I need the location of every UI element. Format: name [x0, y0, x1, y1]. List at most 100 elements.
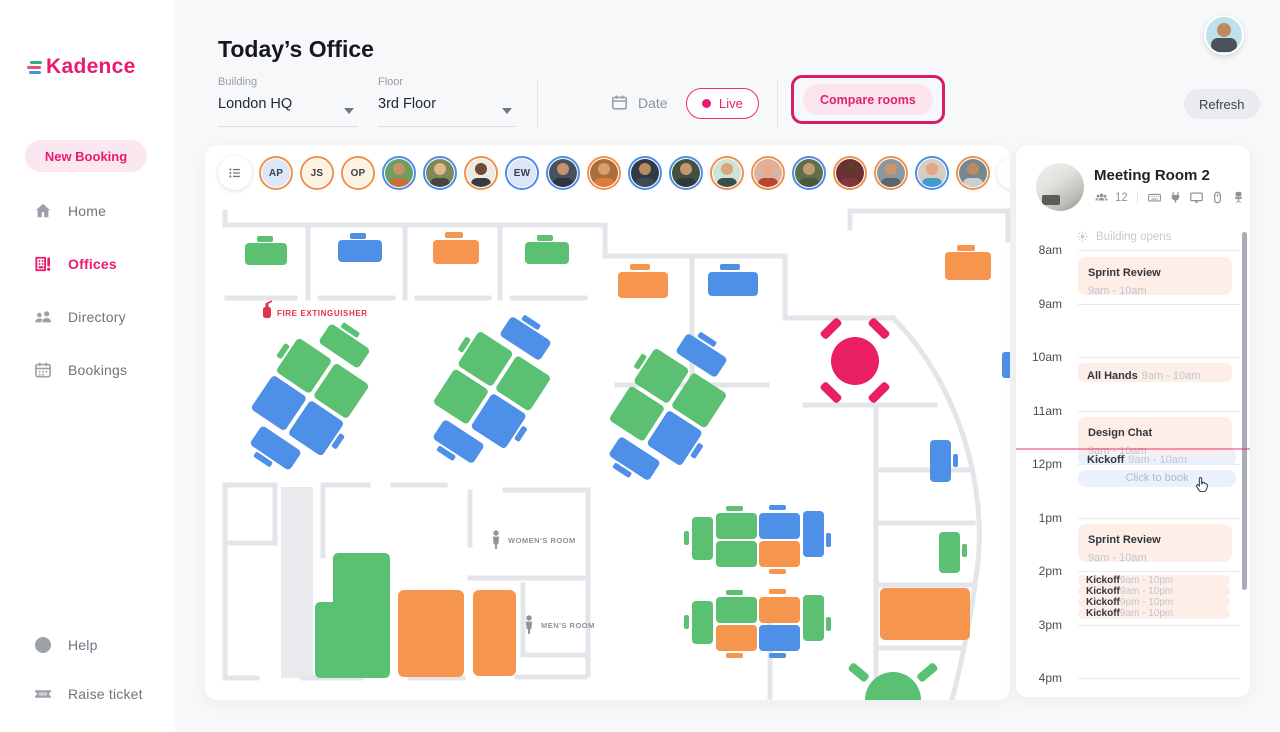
- date-label: Date: [638, 94, 668, 111]
- avatar-photo[interactable]: [669, 156, 703, 190]
- sidebar-nav: Home Offices Directory Bookings: [0, 184, 175, 396]
- hour-row: 10am: [1016, 350, 1250, 364]
- click-to-book-button[interactable]: Click to book: [1078, 470, 1236, 487]
- sidebar-item-raise-ticket[interactable]: Raise ticket: [0, 669, 175, 718]
- sidebar-item-offices[interactable]: Offices: [0, 237, 175, 290]
- divider: [1136, 191, 1138, 204]
- avatar-photo[interactable]: [751, 156, 785, 190]
- fire-extinguisher-icon: [263, 300, 273, 318]
- avatar-photo[interactable]: [382, 156, 416, 190]
- room-name: Meeting Room 2: [1094, 167, 1210, 184]
- walls: [222, 208, 1010, 700]
- building-select[interactable]: Building London HQ: [218, 76, 358, 127]
- avatar-initials-EW[interactable]: EW: [505, 156, 539, 190]
- refresh-button[interactable]: Refresh: [1184, 89, 1260, 119]
- bookings-icon: [33, 360, 53, 380]
- hour-row: 4pm: [1016, 671, 1250, 685]
- building-opens-row: Building opens: [1076, 230, 1171, 243]
- user-avatar[interactable]: [1204, 15, 1244, 55]
- live-button[interactable]: Live: [686, 88, 759, 119]
- room-schedule[interactable]: Building opens Click to book 8am 9am 10am 1…: [1016, 230, 1250, 688]
- keyboard-icon: [1147, 190, 1162, 205]
- sidebar-item-directory[interactable]: Directory: [0, 290, 175, 343]
- avatar-photo[interactable]: [587, 156, 621, 190]
- live-dot-icon: [702, 99, 711, 108]
- meeting-table[interactable]: [819, 317, 890, 404]
- hour-row: 11am: [1016, 404, 1250, 418]
- list-icon: [226, 164, 244, 182]
- sidebar-item-help[interactable]: Help: [0, 620, 175, 669]
- floor-value: 3rd Floor: [378, 96, 437, 112]
- sidebar: Kadence New Booking Home Offices Directory…: [0, 0, 175, 732]
- home-icon: [33, 201, 53, 221]
- avatar-photo[interactable]: [464, 156, 498, 190]
- calendar-icon: [610, 93, 629, 112]
- floor-label: Floor: [378, 76, 404, 88]
- room-photo[interactable]: [1036, 163, 1084, 211]
- sidebar-item-bookings[interactable]: Bookings: [0, 343, 175, 396]
- floor-plan[interactable]: FIRE EXTINGUISHER: [205, 200, 1010, 700]
- sidebar-footer: Help Raise ticket: [0, 620, 175, 718]
- avatar-photo[interactable]: [546, 156, 580, 190]
- avatar-initials-AP[interactable]: AP: [259, 156, 293, 190]
- monitor-icon: [1189, 190, 1204, 205]
- chevron-down-icon: [502, 108, 512, 114]
- mouse-icon: [1210, 190, 1225, 205]
- avatar-photo[interactable]: [792, 156, 826, 190]
- corridor: [281, 487, 313, 678]
- avatar-photo[interactable]: [956, 156, 990, 190]
- people-list-button[interactable]: [218, 156, 252, 190]
- avatar-initials-OP[interactable]: OP: [341, 156, 375, 190]
- people-scroll-next-button[interactable]: [997, 157, 1010, 189]
- compare-rooms-highlight: Compare rooms: [791, 75, 945, 124]
- people-icon: [1094, 190, 1109, 205]
- scrollbar-thumb[interactable]: [1242, 232, 1247, 590]
- avatar-photo[interactable]: [423, 156, 457, 190]
- live-label: Live: [719, 96, 743, 111]
- floor-select[interactable]: Floor 3rd Floor: [378, 76, 516, 127]
- desk-pod[interactable]: [684, 505, 831, 574]
- current-time-line: [1016, 448, 1250, 450]
- desks-top-row[interactable]: [245, 232, 1010, 378]
- event-sprint-review[interactable]: Sprint Review 9am - 10am: [1078, 524, 1232, 564]
- floor-map-card: AP JS OP EW: [205, 145, 1010, 700]
- desk-pod[interactable]: [581, 311, 755, 502]
- room-capacity: 12: [1115, 191, 1128, 204]
- desks-right-rooms[interactable]: [847, 440, 970, 700]
- event-kickoff[interactable]: Kickoff9am - 10pm: [1078, 586, 1230, 597]
- plug-icon: [1168, 190, 1183, 205]
- avatar-initials-JS[interactable]: JS: [300, 156, 334, 190]
- event-design-chat[interactable]: Design Chat 9am - 10am: [1078, 417, 1232, 457]
- bookable-areas[interactable]: [315, 553, 516, 678]
- avatar-photo[interactable]: [833, 156, 867, 190]
- event-sprint-review[interactable]: Sprint Review 9am - 10am: [1078, 257, 1232, 297]
- avatar-photo[interactable]: [710, 156, 744, 190]
- sidebar-item-home[interactable]: Home: [0, 184, 175, 237]
- sun-icon: [1076, 230, 1089, 243]
- desk-pod[interactable]: [222, 301, 397, 492]
- avatar-photo[interactable]: [874, 156, 908, 190]
- desk-pod[interactable]: [684, 589, 831, 658]
- compare-rooms-button[interactable]: Compare rooms: [803, 84, 933, 115]
- hour-row: 8am: [1016, 243, 1250, 257]
- hour-row: 3pm: [1016, 618, 1250, 632]
- event-kickoff[interactable]: Kickoff9pm - 10pm: [1078, 597, 1230, 608]
- hour-row: 9am: [1016, 297, 1250, 311]
- new-booking-button[interactable]: New Booking: [25, 140, 147, 172]
- hour-row: 2pm: [1016, 564, 1250, 578]
- avatar-photo[interactable]: [628, 156, 662, 190]
- building-opens-label: Building opens: [1096, 230, 1172, 243]
- date-button[interactable]: Date: [610, 93, 668, 112]
- mens-room-icon: [525, 615, 533, 634]
- event-kickoff[interactable]: Kickoff9am - 10pm: [1078, 608, 1230, 619]
- avatar-photo[interactable]: [915, 156, 949, 190]
- event-kickoff[interactable]: Kickoff9am - 10pm: [1078, 575, 1230, 586]
- ticket-icon: [33, 684, 53, 704]
- womens-room-label: WOMEN'S ROOM: [508, 536, 576, 545]
- offices-icon: [33, 254, 53, 274]
- chevron-down-icon: [344, 108, 354, 114]
- womens-room-icon: [492, 530, 500, 549]
- building-value: London HQ: [218, 96, 293, 112]
- event-all-hands[interactable]: All Hands 9am - 10am: [1078, 363, 1232, 382]
- desk-pod[interactable]: [405, 294, 579, 485]
